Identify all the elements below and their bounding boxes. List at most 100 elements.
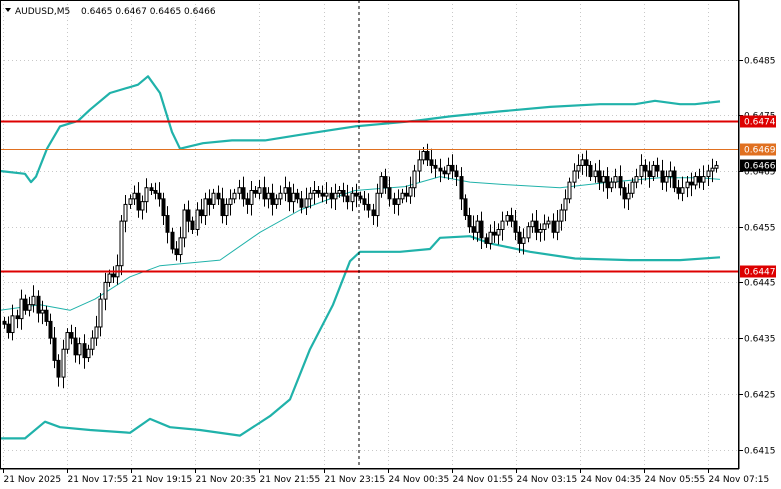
candle xyxy=(546,216,551,229)
candle xyxy=(10,304,15,341)
candle xyxy=(689,172,694,197)
candle xyxy=(479,211,484,249)
candle xyxy=(308,187,313,209)
candle xyxy=(345,184,350,210)
x-tick-label: 21 Nov 19:15 xyxy=(132,475,193,485)
candle xyxy=(320,185,325,203)
candle xyxy=(69,324,74,345)
candle xyxy=(178,226,183,263)
candle xyxy=(144,178,149,213)
candle xyxy=(149,183,154,195)
candle xyxy=(538,223,543,242)
candle xyxy=(266,187,271,209)
candle xyxy=(425,143,430,166)
candle xyxy=(291,183,296,213)
symbol-label: AUDUSD,M5 xyxy=(15,7,70,17)
candle xyxy=(316,186,321,198)
candle xyxy=(224,198,229,226)
candle xyxy=(132,185,137,205)
candle xyxy=(454,164,459,187)
x-tick-label: 24 Nov 05:55 xyxy=(645,475,706,485)
candle xyxy=(94,315,99,346)
candle xyxy=(52,326,57,369)
price-labels: 0.6474 0.6469 0.6447 0.6466 xyxy=(740,115,776,278)
price-level-label-bg xyxy=(740,265,776,278)
candle xyxy=(379,172,384,198)
candle xyxy=(157,182,162,207)
x-tick-label: 21 Nov 21:55 xyxy=(260,475,321,485)
candle xyxy=(111,266,116,283)
candle xyxy=(90,330,95,356)
candle xyxy=(73,326,78,363)
candle xyxy=(710,158,715,183)
candle xyxy=(119,215,124,276)
candle xyxy=(186,200,191,233)
candle xyxy=(500,211,505,241)
x-tick-label: 21 Nov 17:55 xyxy=(68,475,129,485)
candle xyxy=(542,214,547,241)
candle xyxy=(48,313,53,345)
candle xyxy=(44,305,49,326)
y-tick-label: 0.6485 xyxy=(744,57,776,67)
candle xyxy=(371,203,376,226)
candle xyxy=(337,186,342,198)
candle xyxy=(128,194,133,209)
x-tick-label: 21 Nov 20:35 xyxy=(196,475,257,485)
candle xyxy=(220,187,225,224)
candle xyxy=(404,185,409,203)
candle xyxy=(471,215,476,241)
price-level-label: 0.6474 xyxy=(744,118,776,128)
candle xyxy=(488,224,493,250)
price-level-label-bg xyxy=(740,115,776,128)
candle xyxy=(140,195,145,220)
candle xyxy=(199,198,204,224)
candle xyxy=(232,188,237,204)
candle xyxy=(36,290,41,323)
x-tick-label: 24 Nov 01:55 xyxy=(453,475,514,485)
triangle-down-icon[interactable] xyxy=(5,8,11,12)
candle xyxy=(40,300,45,325)
current-price-label-bg xyxy=(740,159,776,172)
candle xyxy=(660,159,665,190)
candle xyxy=(685,176,690,198)
candle xyxy=(278,185,283,205)
candle xyxy=(639,154,644,185)
candle xyxy=(412,164,417,198)
candle xyxy=(253,186,258,198)
candle xyxy=(170,227,175,254)
x-tick-label: 21 Nov 23:15 xyxy=(325,475,386,485)
candle xyxy=(362,191,367,211)
candle xyxy=(324,182,329,204)
candle xyxy=(161,192,166,226)
price-levels[interactable] xyxy=(0,120,739,273)
candle xyxy=(530,213,535,233)
candle xyxy=(274,194,279,209)
candle xyxy=(714,160,719,173)
candle xyxy=(576,154,581,179)
candle xyxy=(23,294,28,315)
candle xyxy=(459,167,464,210)
candle xyxy=(697,168,702,189)
candle xyxy=(350,187,355,212)
x-tick-label: 24 Nov 03:15 xyxy=(517,475,578,485)
candle xyxy=(82,334,87,369)
candle xyxy=(86,344,91,363)
x-tick-label: 24 Nov 07:15 xyxy=(709,475,770,485)
candle xyxy=(613,168,618,189)
candle xyxy=(559,203,564,231)
candle xyxy=(333,183,338,210)
candle xyxy=(123,194,128,233)
candle xyxy=(609,177,614,193)
candle xyxy=(2,316,7,329)
candle xyxy=(664,170,669,192)
candle xyxy=(6,316,11,339)
candle xyxy=(165,206,170,244)
candle xyxy=(304,187,309,216)
x-tick-label: 24 Nov 00:35 xyxy=(389,475,450,485)
ohlc-readout: 0.6465 0.6467 0.6465 0.6466 xyxy=(81,7,216,17)
candle xyxy=(207,189,212,216)
candle xyxy=(618,165,623,196)
price-level-label: 0.6447 xyxy=(744,268,776,278)
